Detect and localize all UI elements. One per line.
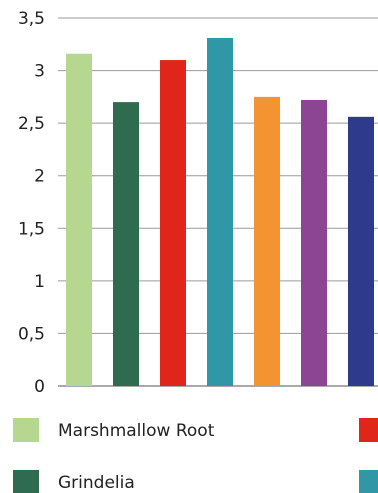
y-tick-labels: 0 0,5 1 1,5 2 2,5 3 3,5 [18, 9, 45, 397]
legend-swatch [13, 470, 39, 493]
legend: Marshmallow Root Grindelia [13, 418, 378, 493]
y-tick-label: 0,5 [18, 324, 45, 344]
bar [66, 54, 92, 386]
bar [301, 100, 327, 386]
bar [207, 38, 233, 386]
y-tick-label: 1 [34, 272, 45, 292]
bar [160, 60, 186, 386]
legend-swatch [359, 418, 378, 442]
y-tick-label: 1,5 [18, 219, 45, 239]
legend-swatch [359, 470, 378, 493]
y-tick-label: 2 [34, 167, 45, 187]
bar [348, 117, 374, 386]
y-tick-label: 0 [34, 377, 45, 397]
legend-label: Marshmallow Root [58, 421, 215, 441]
legend-label: Grindelia [58, 473, 135, 493]
y-tick-label: 2,5 [18, 114, 45, 134]
y-tick-label: 3 [34, 62, 45, 82]
y-tick-label: 3,5 [18, 9, 45, 29]
legend-swatch [13, 418, 39, 442]
bar [254, 97, 280, 386]
bar [113, 102, 139, 386]
